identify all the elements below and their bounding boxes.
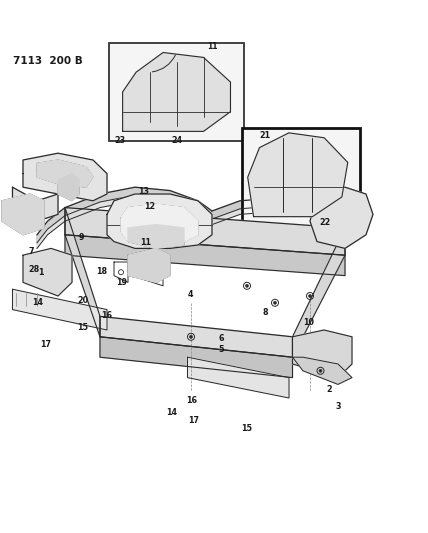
Polygon shape	[23, 248, 72, 296]
Polygon shape	[292, 357, 352, 384]
Text: 9: 9	[79, 233, 84, 241]
Polygon shape	[187, 357, 289, 398]
Polygon shape	[58, 174, 79, 201]
Text: 7113  200 B: 7113 200 B	[13, 56, 83, 66]
Text: 10: 10	[303, 319, 314, 327]
Text: 18: 18	[96, 268, 107, 276]
Bar	[109, 43, 244, 141]
Text: 5: 5	[218, 345, 223, 353]
Text: 8: 8	[262, 308, 268, 317]
Polygon shape	[128, 224, 184, 248]
Text: 21: 21	[260, 132, 271, 140]
Text: 14: 14	[166, 408, 177, 416]
Text: 4: 4	[188, 290, 193, 299]
Circle shape	[309, 295, 312, 297]
Circle shape	[319, 369, 322, 372]
Text: 7: 7	[29, 247, 34, 256]
Circle shape	[190, 335, 193, 338]
Bar	[242, 128, 360, 227]
Polygon shape	[37, 187, 212, 248]
Polygon shape	[107, 194, 212, 248]
Polygon shape	[310, 187, 373, 248]
Polygon shape	[37, 160, 93, 187]
Polygon shape	[12, 289, 107, 330]
Polygon shape	[100, 337, 292, 377]
Text: 2: 2	[326, 385, 332, 393]
Text: 16: 16	[101, 311, 113, 320]
Text: 11: 11	[208, 42, 218, 51]
Text: 15: 15	[241, 424, 252, 433]
Polygon shape	[37, 187, 212, 243]
Polygon shape	[128, 248, 170, 282]
Polygon shape	[65, 235, 345, 276]
Circle shape	[147, 267, 151, 271]
Polygon shape	[65, 207, 345, 255]
Circle shape	[246, 284, 249, 287]
Text: 17: 17	[188, 416, 199, 424]
Polygon shape	[212, 197, 345, 236]
Text: 23: 23	[114, 136, 125, 144]
Text: 1: 1	[38, 269, 43, 277]
Polygon shape	[23, 153, 107, 201]
Polygon shape	[122, 53, 230, 132]
Text: 11: 11	[140, 238, 151, 247]
Polygon shape	[12, 187, 58, 221]
Polygon shape	[100, 317, 292, 357]
Text: 3: 3	[336, 402, 341, 411]
Text: 14: 14	[32, 298, 43, 307]
Text: 13: 13	[138, 188, 149, 196]
Text: 6: 6	[218, 334, 223, 343]
Polygon shape	[212, 197, 345, 241]
Text: 15: 15	[77, 324, 88, 332]
Text: 19: 19	[116, 278, 127, 287]
Polygon shape	[292, 330, 352, 377]
Polygon shape	[2, 194, 44, 235]
Text: 22: 22	[320, 218, 331, 227]
Text: 20: 20	[77, 296, 88, 305]
Text: 16: 16	[186, 396, 197, 405]
Text: 28: 28	[28, 265, 39, 273]
Polygon shape	[65, 207, 100, 337]
Text: 12: 12	[144, 202, 155, 211]
Polygon shape	[121, 204, 198, 245]
Circle shape	[273, 301, 276, 304]
Polygon shape	[292, 228, 345, 357]
Polygon shape	[248, 133, 348, 216]
Text: 24: 24	[171, 136, 182, 144]
Text: 17: 17	[40, 341, 51, 349]
